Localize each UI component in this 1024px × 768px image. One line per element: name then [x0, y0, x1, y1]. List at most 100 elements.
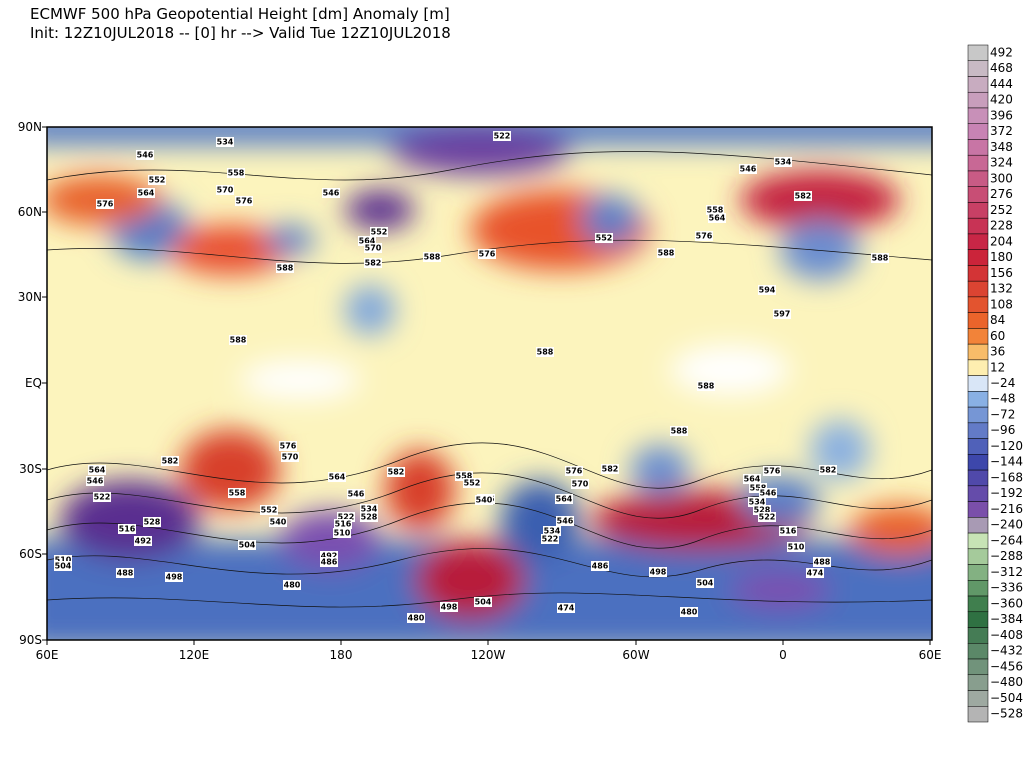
- lon-label: 60E: [919, 648, 942, 662]
- contour-label: 576: [566, 467, 583, 476]
- colorbar-label: 204: [990, 234, 1013, 248]
- contour-label: 528: [144, 518, 161, 527]
- colorbar-box: [967, 123, 989, 140]
- contour-label: 534: [361, 505, 378, 514]
- colorbar-box: [967, 139, 989, 156]
- colorbar-box: [967, 643, 989, 660]
- contour-label: 504: [475, 598, 492, 607]
- colorbar-box: [967, 611, 989, 628]
- contour-label-bg: [134, 536, 152, 546]
- contour-label-bg: [670, 426, 688, 436]
- lat-label: 90N: [18, 120, 42, 134]
- contour-label-bg: [216, 185, 234, 195]
- colorbar-label: 156: [990, 266, 1013, 280]
- contour-label-bg: [229, 335, 247, 345]
- contour-label: 576: [280, 442, 297, 451]
- contour-label-bg: [739, 164, 757, 174]
- contour-label-bg: [696, 578, 714, 588]
- contour-label-bg: [281, 452, 299, 462]
- contour-label: 558: [707, 206, 724, 215]
- contour-label: 522: [494, 132, 511, 141]
- contour-label-bg: [136, 150, 154, 160]
- colorbar-box: [967, 217, 989, 235]
- contour-label-bg: [706, 205, 724, 215]
- colorbar-label: −120: [990, 439, 1023, 453]
- contour-label: 492: [321, 552, 338, 561]
- contour-label-bg: [96, 199, 114, 209]
- contour-label: 594: [759, 286, 776, 295]
- colorbar-label: −504: [990, 691, 1023, 705]
- colorbar-label: −96: [990, 423, 1015, 437]
- contour-label: 498: [441, 603, 458, 612]
- contour-label: 522: [759, 513, 776, 522]
- contour-label: 498: [166, 573, 183, 582]
- contour-label-bg: [565, 466, 583, 476]
- colorbar-box: [967, 202, 989, 219]
- contour-label-bg: [794, 191, 812, 201]
- contour-label: 588: [424, 253, 441, 262]
- lat-label: 90S: [19, 633, 42, 647]
- contour-label: 564: [329, 473, 346, 482]
- contour-label: 576: [764, 467, 781, 476]
- contour-label: 558: [456, 472, 473, 481]
- contour-label: 570: [572, 480, 589, 489]
- colorbar-label: −360: [990, 596, 1023, 610]
- colorbar-label: 300: [990, 171, 1013, 185]
- contour-label: 570: [282, 453, 299, 462]
- contour-label: 576: [97, 200, 114, 209]
- lat-label: EQ: [25, 376, 42, 390]
- colorbar-label: 420: [990, 93, 1013, 107]
- contour-label: 576: [479, 250, 496, 259]
- contour-label: 552: [464, 479, 481, 488]
- colorbar-box: [967, 154, 989, 172]
- lon-label: 120E: [179, 648, 210, 662]
- contour-label-bg: [536, 347, 554, 357]
- contour-label-bg: [93, 492, 111, 502]
- contour-label-bg: [283, 580, 301, 590]
- contour-label: 510: [788, 543, 805, 552]
- contour-label: 486: [592, 562, 609, 571]
- lon-label: 60E: [36, 648, 59, 662]
- lon-label: 0: [779, 648, 787, 662]
- colorbar-box: [967, 485, 989, 502]
- contour-label: 492: [135, 537, 152, 546]
- contour-label: 582: [365, 259, 382, 268]
- colorbar-box: [967, 359, 989, 376]
- contour-label: 480: [681, 608, 698, 617]
- contour-label: 516: [335, 520, 352, 529]
- contour-label-bg: [748, 497, 766, 507]
- contour-label: 552: [371, 228, 388, 237]
- colorbar-box: [967, 343, 989, 361]
- contour-label-bg: [334, 519, 352, 529]
- colorbar-label: −456: [990, 659, 1023, 673]
- contour-label-bg: [54, 555, 72, 565]
- colorbar-label: −24: [990, 376, 1015, 390]
- colorbar-label: −72: [990, 407, 1015, 421]
- colorbar-box: [967, 469, 989, 487]
- contour-label: 576: [236, 197, 253, 206]
- contour-label: 522: [542, 535, 559, 544]
- colorbar-label: −192: [990, 486, 1023, 500]
- contour-label: 522: [338, 513, 355, 522]
- contour-label: 480: [408, 614, 425, 623]
- contour-label: 546: [740, 165, 757, 174]
- contour-label: 546: [323, 189, 340, 198]
- contour-label: 498: [650, 568, 667, 577]
- contour-label: 582: [820, 466, 837, 475]
- colorbar-box: [967, 76, 989, 93]
- lat-label: 30N: [18, 290, 42, 304]
- contour-label-bg: [137, 188, 155, 198]
- contour-label-bg: [235, 196, 253, 206]
- contour-label-bg: [743, 474, 761, 484]
- colorbar-box: [967, 186, 989, 203]
- contour-label-bg: [463, 478, 481, 488]
- contour-label-bg: [695, 231, 713, 241]
- contour-label: 540: [476, 496, 493, 505]
- contour-label-bg: [148, 175, 166, 185]
- contour-label-bg: [455, 471, 473, 481]
- contour-label-bg: [773, 309, 791, 319]
- contour-label: 582: [388, 468, 405, 477]
- colorbar-box: [967, 438, 989, 455]
- colorbar-label: 396: [990, 108, 1013, 122]
- contour-label: 570: [217, 186, 234, 195]
